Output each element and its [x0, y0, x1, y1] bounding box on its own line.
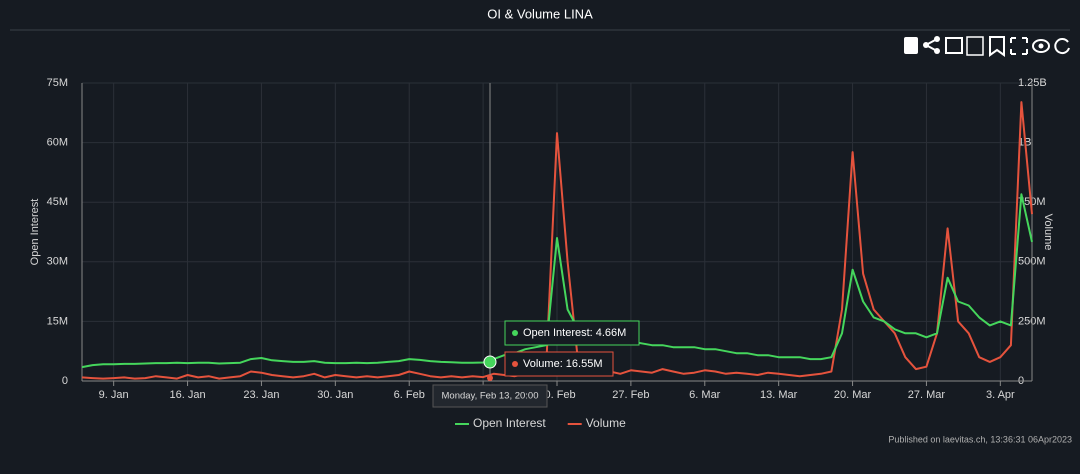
export-button[interactable] — [904, 37, 918, 54]
x-tick-label: 27. Feb — [612, 389, 649, 401]
x-tick-label: 20. Mar — [834, 389, 872, 401]
x-tick-label: 30. Jan — [317, 389, 353, 401]
tooltip-box — [504, 320, 640, 346]
tooltip-dot — [512, 330, 518, 336]
hover-dot — [483, 355, 497, 369]
y-tick-label: 15M — [47, 315, 68, 327]
footer: Published on laevitas.ch, 13:36:31 06Apr… — [888, 434, 1072, 444]
y-tick-label: 60M — [47, 137, 68, 149]
tooltip-box — [504, 351, 614, 377]
x-tick-label: 16. Jan — [170, 389, 206, 401]
series-line — [81, 101, 1033, 380]
legend-label: Volume — [586, 416, 626, 430]
x-tick-label: 13. Mar — [760, 389, 798, 401]
x-tick-label: 6. Mar — [689, 389, 721, 401]
tooltip-date-box — [432, 384, 548, 408]
chart-title: OI & Volume LINA — [487, 6, 593, 21]
tooltip-date: Monday, Feb 13, 20:00 — [442, 391, 539, 402]
y-tick-label: 45M — [47, 196, 68, 208]
y-axis-title: Open Interest — [29, 199, 41, 266]
csv-button[interactable] — [966, 36, 984, 56]
tooltip-dot — [512, 361, 518, 367]
x-tick-label: 3. Apr — [986, 389, 1015, 401]
hover-dot — [487, 375, 493, 381]
tooltip-text: Open Interest: 4.66M — [523, 327, 626, 339]
tooltip-text: Volume: 16.55M — [523, 358, 603, 370]
x-tick-label: 9. Jan — [99, 389, 129, 401]
x-tick-label: 23. Jan — [243, 389, 279, 401]
share-button[interactable] — [923, 36, 940, 54]
refresh-button[interactable] — [1054, 38, 1070, 55]
view-button[interactable] — [1032, 39, 1050, 53]
fullscreen-button[interactable] — [1010, 37, 1028, 55]
y-tick-label: 75M — [47, 77, 68, 89]
legend-label: Open Interest — [473, 416, 546, 430]
y-tick-label: 30M — [47, 256, 68, 268]
bookmark-button[interactable] — [989, 36, 1005, 57]
y-tick-label: 0 — [62, 375, 68, 387]
x-tick-label: 6. Feb — [394, 389, 425, 401]
x-tick-label: 27. Mar — [908, 389, 946, 401]
x-tick-label: 20. Feb — [538, 389, 575, 401]
y2-tick-label: 1.25B — [1018, 77, 1047, 89]
series-line — [81, 193, 1033, 369]
image-button[interactable] — [945, 37, 963, 54]
y2-axis-title: Volume — [1042, 214, 1054, 251]
toolbar — [904, 36, 1070, 57]
